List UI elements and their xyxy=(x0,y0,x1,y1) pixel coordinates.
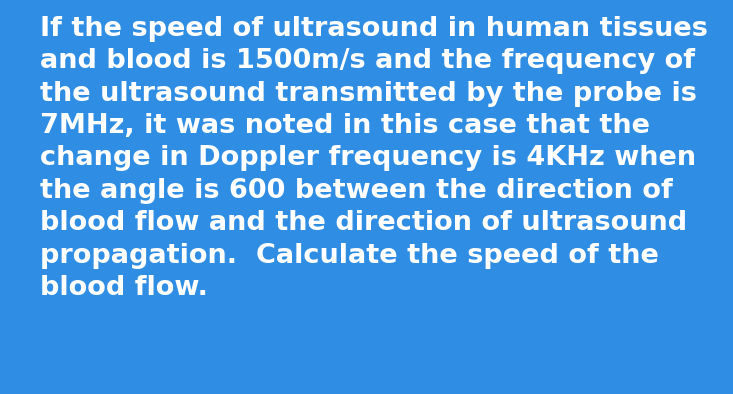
Text: If the speed of ultrasound in human tissues
and blood is 1500m/s and the frequen: If the speed of ultrasound in human tiss… xyxy=(40,16,708,301)
